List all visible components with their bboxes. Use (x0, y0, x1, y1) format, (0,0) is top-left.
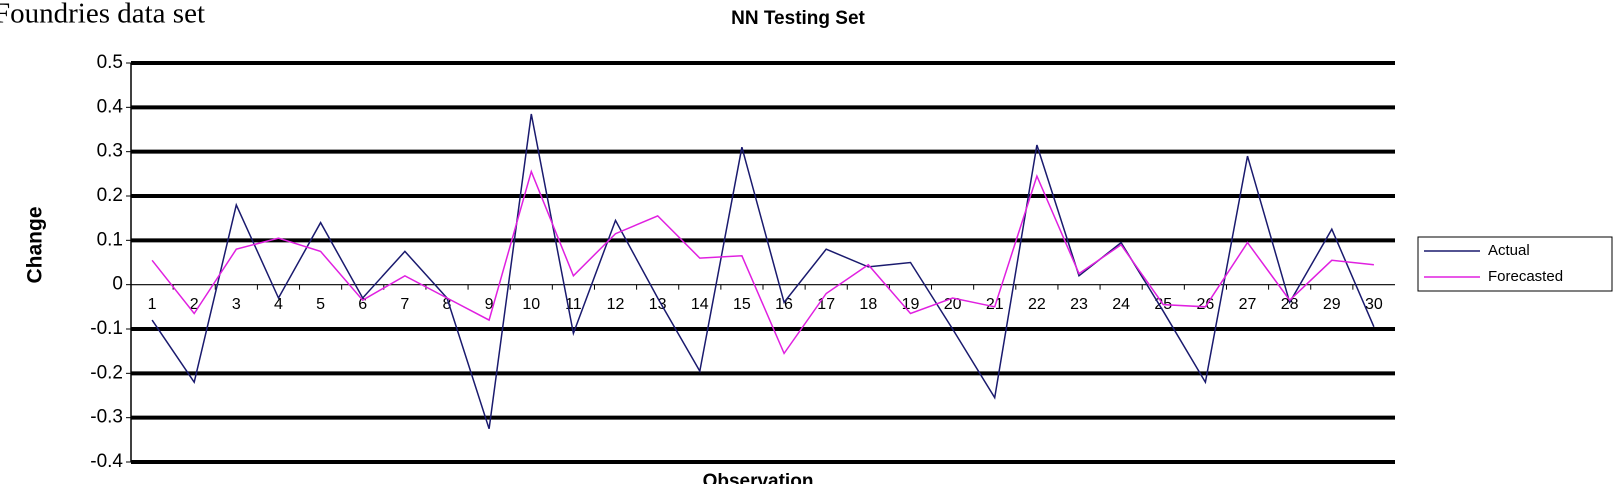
y-tick-label: 0 (112, 274, 123, 295)
x-axis-title: Observation (703, 471, 814, 484)
y-tick-label: -0.4 (90, 451, 123, 472)
y-tick-label: -0.3 (90, 407, 123, 428)
legend-label: Forecasted (1488, 268, 1563, 285)
y-tick-label: 0.3 (97, 141, 123, 162)
y-tick-label: 0.1 (97, 229, 123, 250)
y-tick-label: 0.5 (97, 52, 123, 73)
x-tick-label: 12 (607, 296, 625, 313)
x-tick-label: 23 (1070, 296, 1088, 313)
x-tick-label: 8 (443, 296, 452, 313)
x-tick-label: 13 (649, 296, 667, 313)
x-tick-label: 24 (1112, 296, 1130, 313)
x-tick-label: 5 (316, 296, 325, 313)
x-tick-label: 3 (232, 296, 241, 313)
y-tick-label: -0.1 (90, 318, 123, 339)
y-tick-label: 0.2 (97, 185, 123, 206)
caption: Foundries data set (0, 0, 205, 30)
x-tick-label: 30 (1365, 296, 1383, 313)
x-tick-label: 19 (902, 296, 920, 313)
series-line (151, 169, 1374, 355)
x-tick-label: 4 (274, 296, 283, 313)
x-tick-label: 1 (148, 296, 157, 313)
x-tick-label: 10 (522, 296, 540, 313)
chart-title: NN Testing Set (731, 8, 865, 29)
legend-label: Actual (1488, 242, 1530, 259)
x-tick-label: 29 (1323, 296, 1341, 313)
x-tick-label: 16 (775, 296, 793, 313)
y-axis-title: Change (24, 206, 47, 283)
legend-box (1417, 236, 1613, 292)
x-tick-label: 9 (485, 296, 494, 313)
y-tick-label: -0.2 (90, 362, 123, 383)
x-tick-label: 15 (733, 296, 751, 313)
series-line (151, 113, 1375, 430)
x-tick-label: 14 (691, 296, 709, 313)
x-tick-label: 6 (358, 296, 367, 313)
x-tick-label: 7 (400, 296, 409, 313)
y-tick-label: 0.4 (97, 96, 124, 117)
x-tick-label: 2 (190, 296, 199, 313)
x-tick-label: 17 (817, 296, 835, 313)
x-tick-label: 28 (1281, 296, 1299, 313)
x-tick-label: 27 (1239, 296, 1257, 313)
x-tick-label: 18 (859, 296, 877, 313)
x-tick-label: 22 (1028, 296, 1046, 313)
